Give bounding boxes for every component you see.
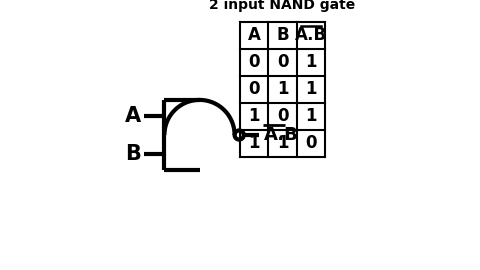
Text: A: A [125, 106, 141, 126]
Text: 1: 1 [305, 107, 317, 125]
Text: B: B [276, 26, 289, 44]
Text: 0: 0 [249, 80, 260, 98]
Text: 1: 1 [277, 80, 288, 98]
Text: A: A [248, 26, 261, 44]
Text: 1: 1 [305, 80, 317, 98]
Text: B: B [125, 144, 141, 164]
Text: 0: 0 [249, 53, 260, 71]
Text: A.B: A.B [264, 126, 298, 144]
Text: 2 input NAND gate: 2 input NAND gate [209, 0, 356, 12]
Text: 1: 1 [249, 107, 260, 125]
Text: A.B: A.B [295, 26, 327, 44]
Text: 0: 0 [277, 53, 288, 71]
Text: 1: 1 [249, 134, 260, 152]
Text: 0: 0 [305, 134, 317, 152]
Text: 1: 1 [305, 53, 317, 71]
Text: 0: 0 [277, 107, 288, 125]
Text: 1: 1 [277, 134, 288, 152]
